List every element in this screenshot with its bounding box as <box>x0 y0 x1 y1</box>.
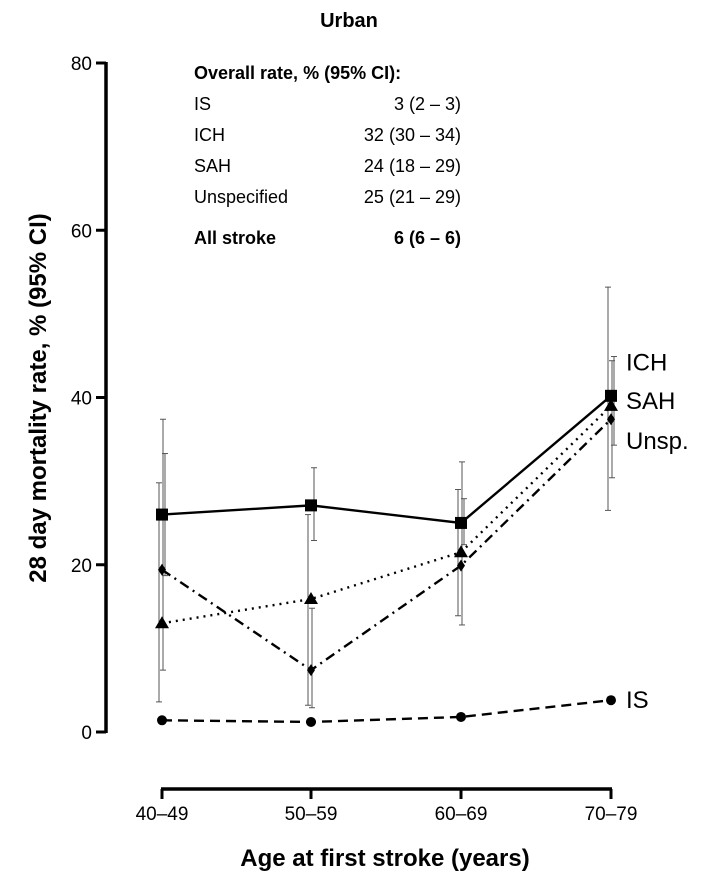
data-point <box>305 499 317 512</box>
series-lines <box>161 394 612 724</box>
x-tick-label: 40–49 <box>136 804 189 825</box>
table-row-label: IS <box>194 94 211 114</box>
series-end-labels: IS ICH SAH Unsp. <box>626 349 689 714</box>
data-point <box>606 695 616 706</box>
series-label: IS <box>626 687 649 714</box>
table-row-value: 25 (21 – 29) <box>364 187 461 207</box>
series-line-unspecified <box>161 418 612 672</box>
y-tick-label: 60 <box>71 221 92 242</box>
table-row-value: 3 (2 – 3) <box>394 94 461 114</box>
table-row-label: SAH <box>194 156 231 176</box>
y-tick-label: 20 <box>71 556 92 577</box>
y-tick-label: 0 <box>81 723 92 744</box>
series-markers <box>155 389 618 727</box>
data-point <box>607 413 615 426</box>
table-header: Overall rate, % (95% CI): <box>194 63 401 83</box>
table-row-label: ICH <box>194 125 225 145</box>
table-row-label: Unspecified <box>194 187 288 207</box>
data-point <box>457 559 465 572</box>
data-point <box>158 563 166 576</box>
x-tick-label: 70–79 <box>585 804 638 825</box>
data-point <box>304 592 318 605</box>
y-axis-title: 28 day mortality rate, % (95% CI) <box>25 213 52 582</box>
series-line-ich <box>161 394 612 525</box>
x-axis-title: Age at first stroke (years) <box>240 845 529 872</box>
y-tick-label: 40 <box>71 389 92 410</box>
data-point <box>155 616 169 629</box>
y-tick-label: 80 <box>71 54 92 75</box>
overall-rate-table: Overall rate, % (95% CI): IS 3 (2 – 3) I… <box>194 63 461 248</box>
table-row-value: 24 (18 – 29) <box>364 156 461 176</box>
data-point <box>605 389 617 402</box>
data-point <box>604 398 618 411</box>
series-label: Unsp. <box>626 428 689 455</box>
series-label: ICH <box>626 349 667 376</box>
data-point <box>456 711 466 722</box>
chart-title: Urban <box>320 10 378 32</box>
x-tick-label: 60–69 <box>435 804 488 825</box>
table-row-value: 32 (30 – 34) <box>364 125 461 145</box>
data-point <box>156 508 168 521</box>
table-row-value: 6 (6 – 6) <box>394 228 461 248</box>
axes: 0 20 40 60 80 40–49 50–59 60–69 70–79 <box>71 54 638 825</box>
x-tick-label: 50–59 <box>285 804 338 825</box>
data-point <box>306 716 316 727</box>
error-bars <box>156 286 617 709</box>
table-row-label: All stroke <box>194 228 276 248</box>
series-label: SAH <box>626 388 675 415</box>
series-line-is <box>161 699 612 724</box>
data-point <box>455 516 467 529</box>
data-point <box>454 545 468 558</box>
data-point <box>307 664 315 677</box>
data-point <box>157 715 167 726</box>
